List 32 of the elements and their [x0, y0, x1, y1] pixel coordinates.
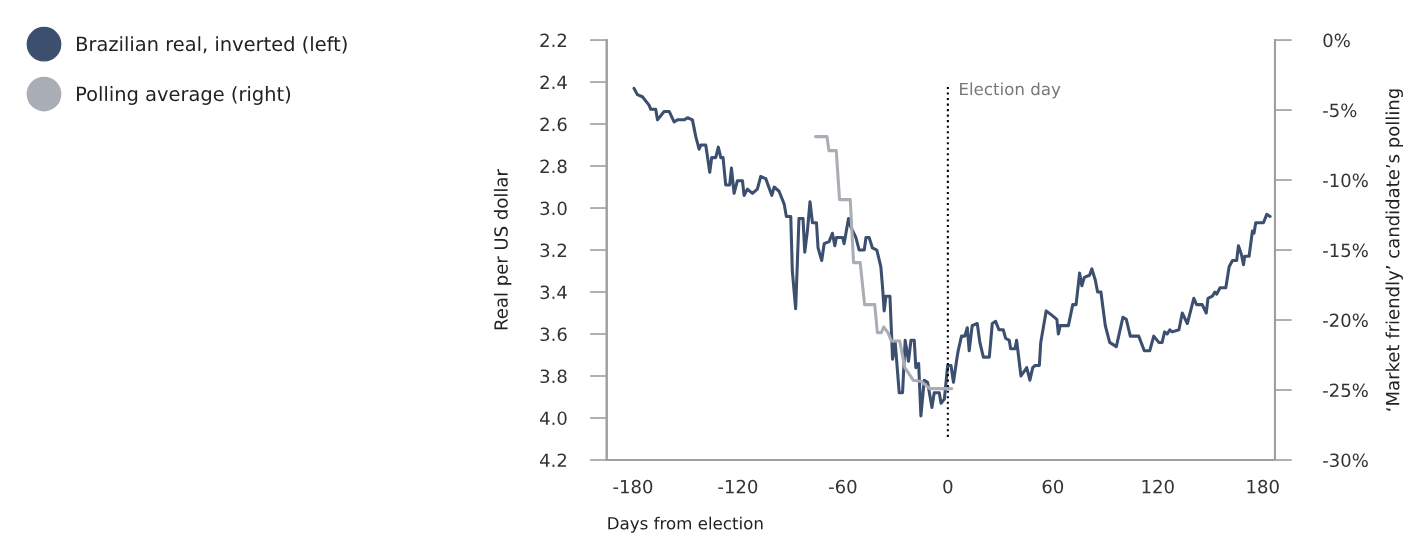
legend-label: Polling average (right) — [77, 86, 291, 105]
y-tick-label: 3.2 — [540, 243, 567, 258]
y-tick-label: 2.8 — [540, 159, 567, 174]
x-tick-label: 180 — [1247, 479, 1279, 494]
y-tick-label: 2.6 — [540, 117, 567, 132]
y2-tick-label: -20% — [1323, 313, 1368, 328]
x-tick-label: -180 — [613, 479, 653, 494]
y2-tick-label: -15% — [1323, 243, 1368, 258]
x-tick-label: 60 — [1042, 479, 1064, 494]
y2-tick-label: -10% — [1323, 173, 1368, 188]
x-tick-label: -60 — [829, 479, 857, 494]
y2-tick-label: 0% — [1323, 33, 1350, 48]
line-series — [814, 135, 954, 391]
y-axis-title: Real per US dollar — [493, 169, 512, 330]
y-tick-label: 3.8 — [540, 369, 567, 384]
y-tick-label: 2.2 — [540, 33, 567, 47]
y2-tick-label: -5% — [1323, 103, 1357, 118]
y-tick-label: 3.0 — [540, 201, 567, 216]
y-tick-label: 3.4 — [540, 285, 567, 300]
y2-tick-label: -30% — [1323, 453, 1368, 468]
y2-axis-title: ‘Market friendly’ candidate’s polling — [1385, 89, 1403, 411]
y-tick-label: 2.4 — [540, 75, 567, 89]
x-axis-title: Days from election — [608, 516, 763, 533]
x-tick-label: 120 — [1142, 479, 1174, 494]
y-tick-label: 4.2 — [540, 453, 567, 467]
y2-tick-label: -25% — [1323, 383, 1368, 398]
ref-line-label: Election day — [960, 82, 1061, 99]
x-tick-label: -120 — [718, 479, 758, 494]
y-tick-label: 4.0 — [540, 411, 567, 426]
legend-label: Brazilian real, inverted (left) — [77, 36, 347, 54]
x-tick-label: 0 — [943, 479, 953, 494]
y-tick-label: 3.6 — [540, 327, 567, 342]
